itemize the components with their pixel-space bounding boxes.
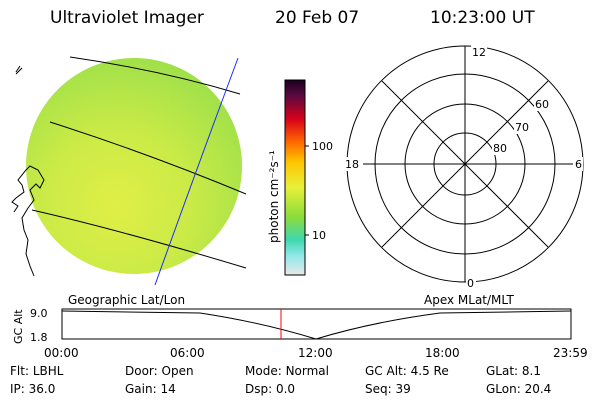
status-filter: Flt: LBHL <box>10 364 64 378</box>
alt-tick-9: 9.0 <box>30 307 48 320</box>
status-ip: IP: 36.0 <box>10 382 56 396</box>
time-tick-1800: 18:00 <box>425 346 460 360</box>
color-scale: 100 10 photon cm⁻²s⁻¹ <box>267 79 333 276</box>
lat-label-60: 60 <box>535 98 549 111</box>
mlt-label-6: 6 <box>575 158 582 171</box>
time-tick-1200: 12:00 <box>298 346 333 360</box>
geo-grid-label: Geographic Lat/Lon <box>68 293 186 307</box>
lat-label-70: 70 <box>515 121 529 134</box>
status-glon: GLon: 20.4 <box>486 382 552 396</box>
alt-plot-frame <box>61 308 572 340</box>
polar-plot: 12 18 6 0 60 70 80 <box>343 45 584 290</box>
meridian-line <box>154 57 239 286</box>
date-label: 20 Feb 07 <box>275 8 360 28</box>
coastline-fragment <box>15 65 23 75</box>
time-label: 10:23:00 UT <box>430 8 535 28</box>
colorbar-tick-100: 100 <box>312 140 333 153</box>
lat-label-80: 80 <box>493 142 507 155</box>
status-door: Door: Open <box>125 364 194 378</box>
uv-image-panel <box>11 56 247 286</box>
uv-disk <box>26 58 242 274</box>
altitude-curve <box>61 310 572 340</box>
altitude-plot: GC Alt 9.0 1.8 <box>12 307 572 344</box>
status-mode: Mode: Normal <box>245 364 329 378</box>
status-gc-alt: GC Alt: 4.5 Re <box>365 364 449 378</box>
latitude-line <box>69 56 241 95</box>
latitude-line <box>31 209 247 269</box>
alt-axis-label: GC Alt <box>12 309 25 344</box>
mlt-label-18: 18 <box>345 158 359 171</box>
time-tick-0000: 00:00 <box>44 346 79 360</box>
time-tick-0600: 06:00 <box>170 346 205 360</box>
status-gain: Gain: 14 <box>125 382 176 396</box>
alt-tick-1.8: 1.8 <box>30 331 48 344</box>
mlt-label-12: 12 <box>472 46 486 59</box>
status-dsp: Dsp: 0.0 <box>245 382 296 396</box>
colorbar-unit-label: photon cm⁻²s⁻¹ <box>267 150 281 243</box>
status-seq: Seq: 39 <box>365 382 411 396</box>
time-tick-2359: 23:59 <box>553 346 588 360</box>
coastline <box>11 165 45 277</box>
latitude-line <box>49 121 247 195</box>
apex-grid-label: Apex MLat/MLT <box>424 293 514 307</box>
colorbar-tick-10: 10 <box>312 229 326 242</box>
instrument-title: Ultraviolet Imager <box>50 8 204 28</box>
mlt-label-0: 0 <box>467 277 474 290</box>
status-glat: GLat: 8.1 <box>486 364 542 378</box>
